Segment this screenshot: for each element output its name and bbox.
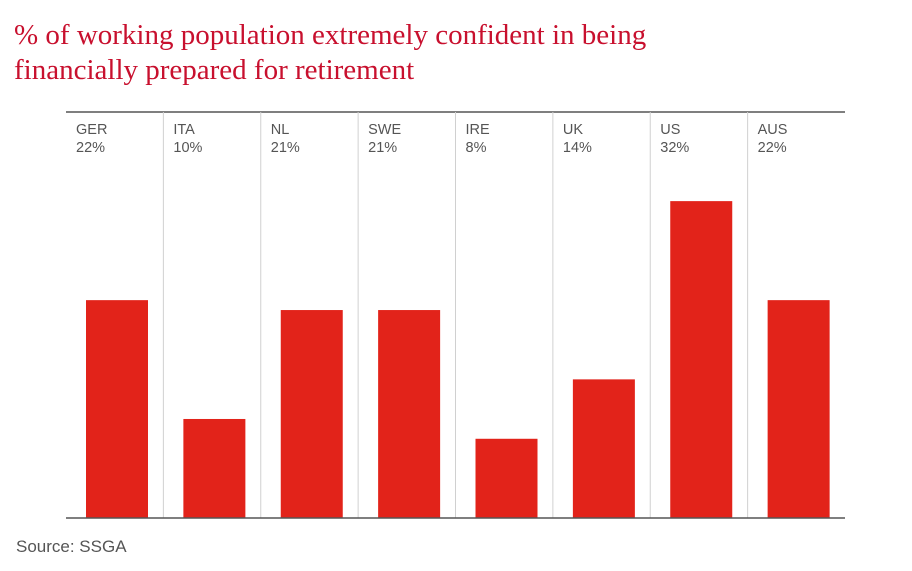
category-label: NL	[271, 122, 290, 138]
category-label: SWE	[368, 122, 401, 138]
value-label: 10%	[173, 140, 202, 156]
value-label: 22%	[758, 140, 787, 156]
bar	[183, 418, 246, 518]
category-label: GER	[76, 122, 107, 138]
value-label: 32%	[660, 140, 689, 156]
category-label: US	[660, 122, 680, 138]
source: Source: SSGA	[16, 537, 127, 556]
bar	[670, 201, 733, 518]
category-label: AUS	[758, 122, 788, 138]
bar	[767, 300, 830, 518]
value-label: 8%	[466, 140, 487, 156]
bar	[378, 310, 441, 518]
category-label: IRE	[466, 122, 491, 138]
bar	[572, 379, 635, 518]
value-label: 14%	[563, 140, 592, 156]
bar	[475, 438, 538, 518]
value-label: 21%	[368, 140, 397, 156]
bar	[86, 300, 148, 518]
value-label: 21%	[271, 140, 300, 156]
chart-title: financially prepared for retirement	[14, 54, 414, 86]
chart-title: % of working population extremely confid…	[14, 19, 646, 51]
bar	[280, 310, 343, 518]
value-label: 22%	[76, 140, 105, 156]
category-label: ITA	[173, 122, 195, 138]
category-label: UK	[563, 122, 583, 138]
